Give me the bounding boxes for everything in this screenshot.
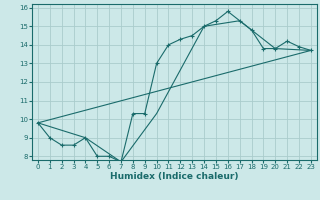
X-axis label: Humidex (Indice chaleur): Humidex (Indice chaleur): [110, 172, 239, 181]
